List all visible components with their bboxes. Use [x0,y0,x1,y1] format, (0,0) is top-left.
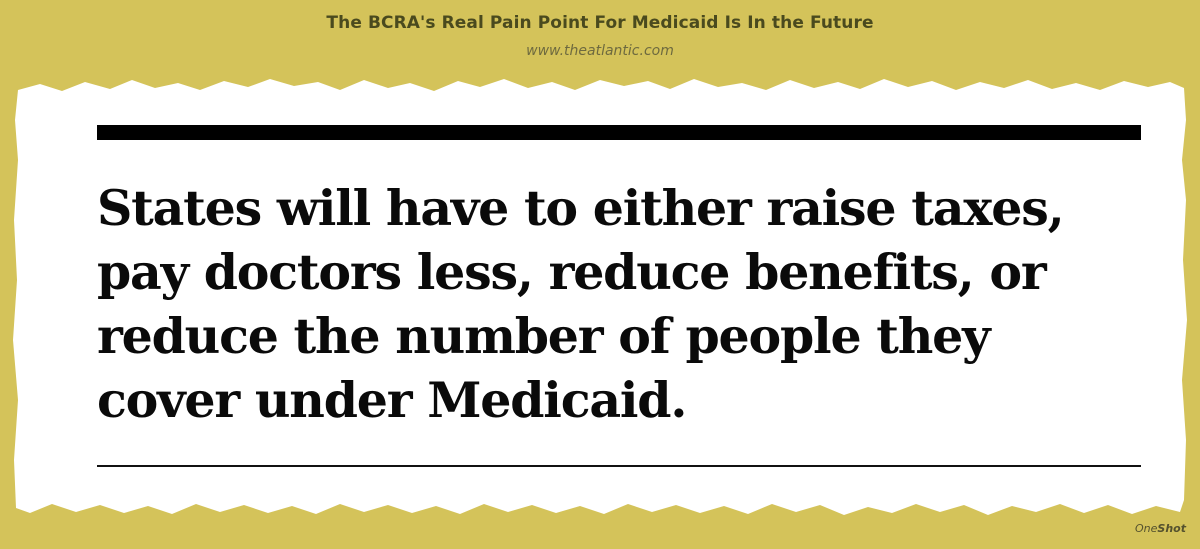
pull-quote: States will have to either raise taxes, … [97,176,1157,432]
article-headline: The BCRA's Real Pain Point For Medicaid … [326,13,874,33]
oneshot-logo: OneShot [1135,522,1186,535]
quote-line: pay doctors less, reduce benefits, or [97,243,1047,301]
quote-line: cover under Medicaid. [97,371,687,429]
header: The BCRA's Real Pain Point For Medicaid … [0,0,1200,80]
bottom-rule [97,465,1141,467]
torn-paper-shape [13,79,1187,515]
quote-line: reduce the number of people they [97,307,991,365]
brand-suffix: Shot [1157,522,1186,535]
top-rule [97,125,1141,140]
quote-line: States will have to either raise taxes, [97,179,1065,237]
source-url: www.theatlantic.com [526,43,674,59]
brand-prefix: One [1135,522,1158,535]
